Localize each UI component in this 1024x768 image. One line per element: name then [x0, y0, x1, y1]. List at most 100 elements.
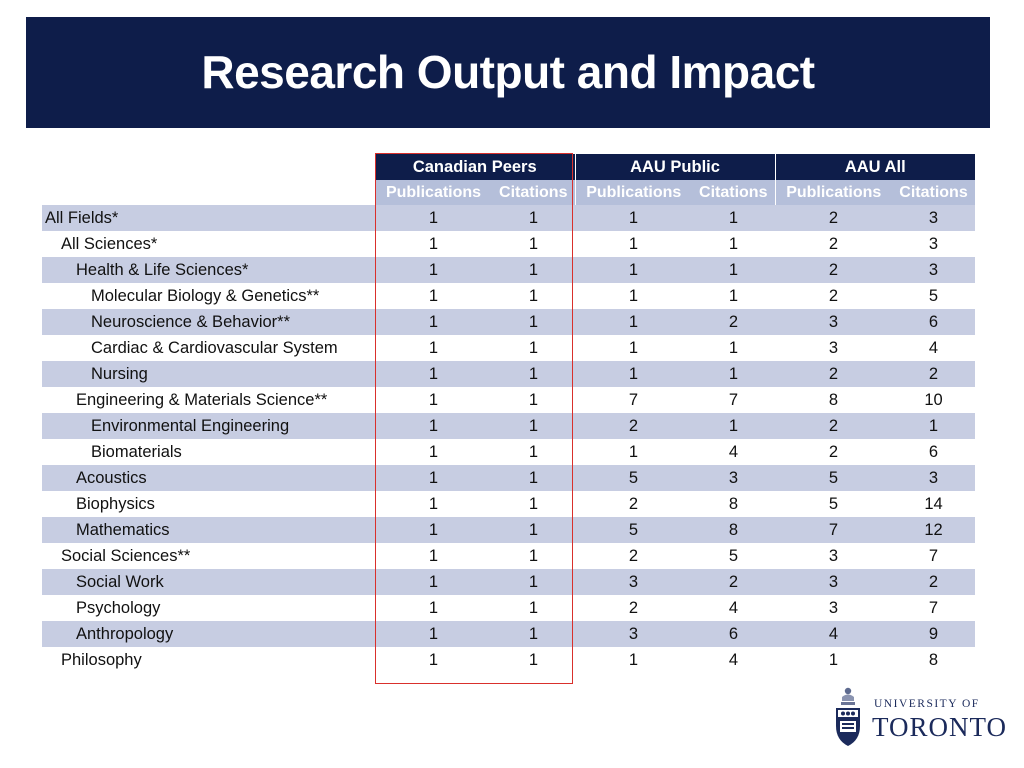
row-value: 2 [575, 413, 692, 439]
row-value: 1 [692, 335, 775, 361]
row-value: 2 [775, 257, 892, 283]
row-value: 1 [375, 491, 492, 517]
row-value: 1 [375, 621, 492, 647]
row-value: 3 [892, 465, 975, 491]
row-label: Health & Life Sciences* [42, 257, 375, 283]
row-value: 2 [775, 439, 892, 465]
row-label: Philosophy [42, 647, 375, 673]
row-value: 1 [492, 283, 575, 309]
table-row: Biophysics 1 1 2 8 5 14 [42, 491, 975, 517]
row-value: 8 [692, 517, 775, 543]
row-value: 3 [775, 595, 892, 621]
row-value: 1 [375, 465, 492, 491]
row-value: 1 [492, 647, 575, 673]
row-value: 2 [575, 491, 692, 517]
table-row: Nursing 1 1 1 1 2 2 [42, 361, 975, 387]
subheader-blank [42, 180, 375, 205]
row-value: 3 [692, 465, 775, 491]
row-label: Molecular Biology & Genetics** [42, 283, 375, 309]
group-header-aau-all: AAU All [774, 154, 975, 180]
research-table: Canadian Peers AAU Public AAU All Public… [42, 154, 975, 673]
row-label: All Fields* [42, 205, 375, 231]
row-label: Anthropology [42, 621, 375, 647]
row-value: 1 [375, 387, 492, 413]
table-row: Molecular Biology & Genetics** 1 1 1 1 2 5 [42, 283, 975, 309]
row-value: 1 [492, 465, 575, 491]
row-value: 1 [492, 387, 575, 413]
row-value: 1 [375, 647, 492, 673]
row-value: 1 [375, 335, 492, 361]
row-value: 1 [375, 413, 492, 439]
row-value: 1 [575, 647, 692, 673]
row-label: Psychology [42, 595, 375, 621]
table-row: Engineering & Materials Science** 1 1 7 7 8 10 [42, 387, 975, 413]
row-value: 1 [575, 231, 692, 257]
row-value: 1 [492, 231, 575, 257]
row-value: 3 [892, 231, 975, 257]
row-value: 6 [892, 439, 975, 465]
row-value: 1 [492, 543, 575, 569]
row-value: 3 [575, 569, 692, 595]
row-value: 1 [692, 231, 775, 257]
row-value: 3 [775, 569, 892, 595]
row-label: Cardiac & Cardiovascular System [42, 335, 375, 361]
row-value: 1 [375, 361, 492, 387]
row-label: Acoustics [42, 465, 375, 491]
university-crest-icon [836, 687, 860, 746]
row-value: 7 [775, 517, 892, 543]
row-value: 1 [375, 595, 492, 621]
table-row: Health & Life Sciences* 1 1 1 1 2 3 [42, 257, 975, 283]
row-value: 2 [775, 361, 892, 387]
row-value: 1 [492, 595, 575, 621]
row-value: 8 [692, 491, 775, 517]
row-value: 1 [492, 257, 575, 283]
subheader-publications: Publications [774, 180, 892, 205]
subheader-publications: Publications [375, 180, 492, 205]
row-value: 2 [575, 543, 692, 569]
row-label: All Sciences* [42, 231, 375, 257]
group-header-canadian-peers: Canadian Peers [375, 154, 575, 180]
row-value: 1 [892, 413, 975, 439]
row-value: 1 [492, 491, 575, 517]
table-row: Social Work 1 1 3 2 3 2 [42, 569, 975, 595]
row-value: 7 [575, 387, 692, 413]
row-label: Mathematics [42, 517, 375, 543]
row-label: Social Work [42, 569, 375, 595]
row-label: Social Sciences** [42, 543, 375, 569]
table-row: Acoustics 1 1 5 3 5 3 [42, 465, 975, 491]
subheader-citations: Citations [892, 180, 975, 205]
logo-line1: UNIVERSITY OF [874, 698, 980, 710]
row-value: 1 [492, 439, 575, 465]
row-value: 5 [575, 465, 692, 491]
row-value: 1 [575, 309, 692, 335]
subheader-citations: Citations [692, 180, 775, 205]
table-body: All Fields* 1 1 1 1 2 3 All Sciences* 1 1 1 1 2 3 Heal… [42, 205, 975, 673]
row-value: 2 [775, 231, 892, 257]
row-label: Environmental Engineering [42, 413, 375, 439]
row-value: 5 [575, 517, 692, 543]
row-value: 5 [692, 543, 775, 569]
row-value: 5 [892, 283, 975, 309]
row-value: 2 [775, 205, 892, 231]
subheader-citations: Citations [492, 180, 575, 205]
row-value: 10 [892, 387, 975, 413]
logo-line2: TORONTO [872, 712, 1008, 742]
table-row: Anthropology 1 1 3 6 4 9 [42, 621, 975, 647]
row-value: 4 [775, 621, 892, 647]
row-value: 1 [692, 257, 775, 283]
row-label: Neuroscience & Behavior** [42, 309, 375, 335]
row-value: 3 [575, 621, 692, 647]
table-row: All Sciences* 1 1 1 1 2 3 [42, 231, 975, 257]
row-value: 2 [775, 413, 892, 439]
row-value: 4 [692, 647, 775, 673]
row-value: 1 [575, 439, 692, 465]
row-value: 4 [692, 439, 775, 465]
row-value: 8 [892, 647, 975, 673]
row-value: 1 [492, 335, 575, 361]
row-value: 7 [892, 543, 975, 569]
row-value: 1 [575, 257, 692, 283]
row-value: 2 [892, 569, 975, 595]
row-value: 1 [492, 621, 575, 647]
row-value: 2 [692, 569, 775, 595]
row-value: 1 [375, 439, 492, 465]
